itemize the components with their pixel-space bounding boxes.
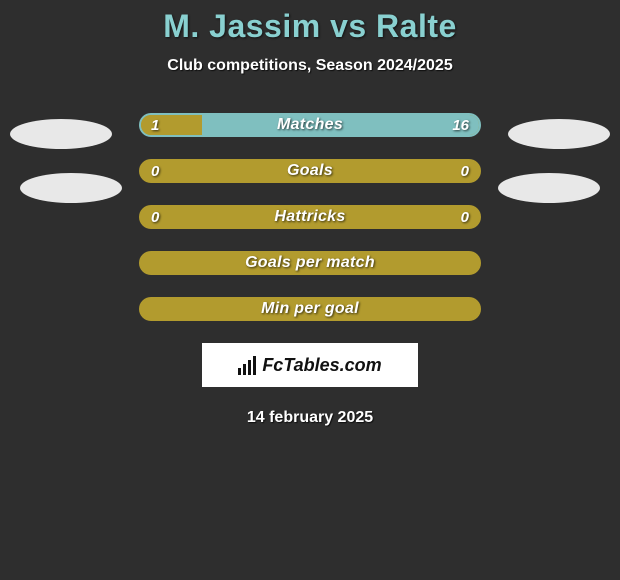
stat-bar: Hattricks0 0 [139,205,481,229]
stat-label: Goals [141,161,479,181]
page-title: M. Jassim vs Ralte [0,8,620,45]
date-line: 14 february 2025 [0,409,620,427]
stats-area: Matches116Goals00Hattricks00Goals per ma… [0,113,620,321]
page-subtitle: Club competitions, Season 2024/2025 [0,57,620,75]
brand-text: FcTables.com [262,355,381,376]
stat-bars: Matches116Goals00Hattricks00Goals per ma… [139,113,481,321]
stat-value-left: 1 [151,115,159,135]
player-avatar-right-2 [498,173,600,203]
player-avatar-right-1 [508,119,610,149]
stat-label: Min per goal [141,299,479,319]
stat-bar: Min per goal [139,297,481,321]
stat-value-right: 0 [461,207,469,227]
player-avatar-left-1 [10,119,112,149]
stat-value-left: 0 [151,207,159,227]
player-avatar-left-2 [20,173,122,203]
stat-value-right: 0 [461,161,469,181]
stat-label: Goals per match [141,253,479,273]
bar-chart-icon [238,355,256,375]
stat-bar: Matches1 16 [139,113,481,137]
stat-label: Hattricks [141,207,479,227]
stat-value-left: 0 [151,161,159,181]
stat-label: Matches [141,115,479,135]
brand-badge: FcTables.com [202,343,418,387]
stat-bar: Goals per match [139,251,481,275]
stat-value-right: 16 [452,115,469,135]
infographic-root: M. Jassim vs Ralte Club competitions, Se… [0,0,620,427]
stat-bar: Goals0 0 [139,159,481,183]
